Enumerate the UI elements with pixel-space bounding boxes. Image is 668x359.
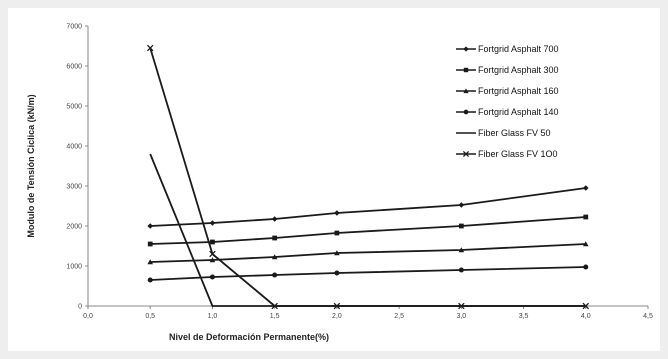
series-1: [147, 214, 589, 247]
marker-diamond: [458, 202, 465, 208]
line-chart: 0,0 0,5 1,0 1,5 2,0 2,5 3,0 3,5 4,0 4,5 0 1000 2000…: [26, 24, 653, 343]
marker-diamond: [209, 220, 216, 226]
x-tick-label: 3,5: [519, 313, 529, 320]
y-tick-label: 5000: [66, 104, 82, 111]
marker-diamond: [334, 210, 340, 216]
y-axis-title: Modulo de Tensión Ciclica (kN/m): [26, 94, 36, 237]
y-tick-label: 3000: [66, 184, 82, 191]
marker-square: [463, 67, 469, 73]
marker-circle: [458, 267, 464, 273]
marker-circle: [463, 109, 469, 115]
legend-item: Fortgrid Asphalt 700: [456, 44, 559, 54]
y-tick-label: 1000: [66, 264, 82, 271]
y-tick-label: 0: [78, 304, 82, 311]
series-line: [150, 266, 586, 281]
marker-x: [462, 150, 470, 158]
marker-square: [334, 230, 340, 236]
marker-diamond: [147, 223, 154, 229]
x-tick-label: 2,5: [394, 313, 404, 320]
series-line: [149, 47, 586, 307]
x-tick-label: 4,5: [643, 313, 653, 320]
x-axis-title: Nivel de Deformación Permanente(%): [169, 332, 329, 342]
marker-circle: [147, 277, 153, 283]
axes: [87, 26, 648, 307]
marker-triangle: [463, 88, 469, 94]
marker-square: [272, 235, 278, 241]
marker-triangle: [458, 247, 465, 253]
marker-circle: [334, 270, 340, 276]
marker-x: [333, 302, 341, 310]
marker-x: [582, 302, 590, 310]
x-tick-label: 3,0: [456, 313, 466, 320]
marker-square: [583, 214, 589, 220]
y-tick-label: 6000: [66, 64, 82, 71]
y-axis-ticks: 0 1000 2000 3000 4000 5000 6000 7000: [66, 24, 88, 311]
marker-square: [458, 223, 464, 229]
x-tick-label: 0,5: [145, 313, 155, 320]
x-tick-label: 1,0: [208, 313, 218, 320]
y-tick-label: 4000: [66, 144, 82, 151]
marker-x: [271, 302, 278, 310]
legend-item: Fiber Glass FV 1O0: [456, 149, 558, 159]
legend-item: Fortgrid Asphalt 140: [456, 107, 559, 117]
legend-label: Fortgrid Asphalt 300: [478, 65, 559, 75]
x-tick-label: 4,0: [581, 313, 591, 320]
legend-label: Fiber Glass FV 50: [478, 128, 551, 138]
series-line: [150, 216, 586, 245]
legend-item: Fortgrid Asphalt 300: [456, 65, 559, 75]
marker-diamond: [582, 185, 589, 191]
marker-triangle: [147, 259, 154, 265]
y-tick-label: 2000: [66, 224, 82, 231]
legend: Fortgrid Asphalt 700 Fortgrid Asphalt 300…: [456, 44, 559, 159]
marker-square: [210, 239, 215, 245]
x-tick-label: 2,0: [332, 313, 342, 320]
legend-label: Fortgrid Asphalt 140: [478, 107, 559, 117]
legend-label: Fortgrid Asphalt 160: [478, 86, 559, 96]
series-3: [147, 264, 589, 283]
x-tick-label: 1,5: [270, 313, 280, 320]
marker-triangle: [271, 254, 278, 260]
legend-label: Fiber Glass FV 1O0: [478, 149, 558, 159]
series-2: [147, 241, 589, 265]
series-layer: [146, 44, 590, 310]
marker-circle: [209, 274, 215, 280]
marker-circle: [272, 272, 278, 278]
legend-label: Fortgrid Asphalt 700: [478, 44, 559, 54]
marker-triangle: [334, 250, 340, 256]
marker-x: [146, 44, 154, 52]
marker-x: [458, 302, 465, 310]
marker-triangle: [582, 241, 589, 247]
x-tick-label: 0,0: [83, 313, 93, 320]
marker-x: [209, 250, 216, 258]
y-tick-label: 7000: [66, 24, 82, 31]
chart-frame: 0,0 0,5 1,0 1,5 2,0 2,5 3,0 3,5 4,0 4,5 0 1000 2000…: [8, 8, 660, 351]
marker-triangle: [209, 257, 216, 263]
series-line: [149, 153, 586, 307]
series-0: [147, 185, 589, 229]
legend-item: Fortgrid Asphalt 160: [456, 86, 559, 96]
x-axis-ticks: 0,0 0,5 1,0 1,5 2,0 2,5 3,0 3,5 4,0 4,5: [83, 306, 653, 320]
marker-square: [147, 241, 153, 247]
marker-diamond: [463, 46, 469, 52]
series-4: [149, 153, 586, 307]
marker-circle: [583, 264, 589, 270]
series-5: [146, 44, 590, 310]
marker-diamond: [271, 216, 278, 222]
series-line: [150, 243, 586, 263]
legend-item: Fiber Glass FV 50: [456, 128, 551, 138]
series-line: [150, 187, 586, 227]
